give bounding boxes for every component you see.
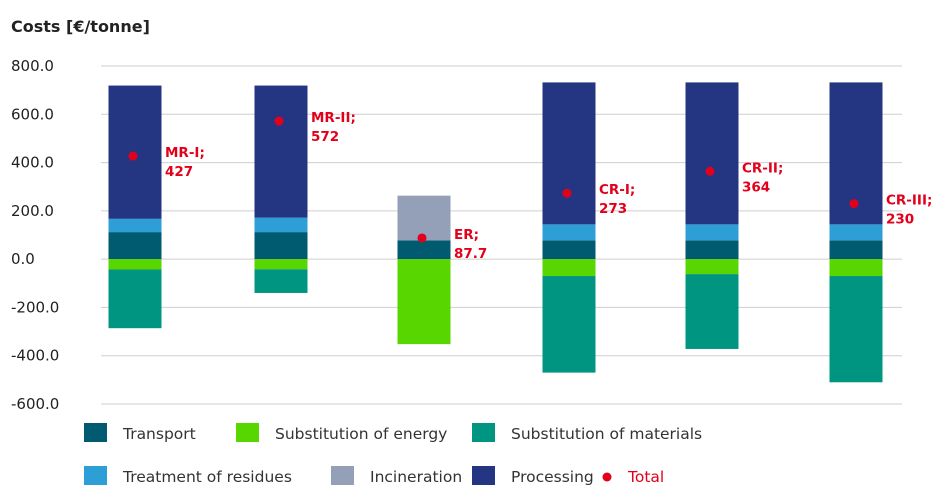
bar-mr-i-transport [108, 232, 162, 260]
bar-cr-ii-substitution-of-energy [685, 259, 739, 275]
y-tick-label: -400.0 [11, 347, 59, 365]
total-label-er: ER; 87.7 [454, 227, 487, 262]
y-tick-label: 400.0 [11, 154, 54, 172]
bar-cr-i-substitution-of-energy [542, 259, 596, 277]
legend: Transport Substitution of energy Substitut… [84, 423, 702, 486]
legend-swatch-processing [472, 466, 495, 485]
total-label-cr-ii: CR-II; 364 [742, 160, 783, 195]
bar-cr-iii-treatment-of-residues [829, 224, 883, 241]
bar-mr-ii-treatment-of-residues [254, 217, 308, 233]
legend-label-processing: Processing [511, 468, 594, 486]
y-axis-title: Costs [€/tonne] [11, 17, 150, 36]
total-label-mr-i: MR-I; 427 [165, 145, 205, 180]
total-markers: MR-I; 427 MR-II; 572 ER; 87.7 CR-I; 273 CR-II; 36… [128, 110, 932, 262]
bar-cr-iii-transport [829, 240, 883, 260]
total-label-cr-iii: CR-III; 230 [886, 193, 932, 228]
legend-label-substitution-of-energy: Substitution of energy [275, 425, 447, 443]
bar-cr-ii-transport [685, 240, 739, 260]
bar-cr-i-processing [542, 82, 596, 225]
bar-mr-ii-processing [254, 85, 308, 218]
legend-swatch-total [602, 472, 612, 482]
total-label-cr-i: CR-I; 273 [599, 182, 635, 217]
y-tick-label: 600.0 [11, 105, 54, 123]
legend-swatch-treatment-of-residues [84, 466, 107, 485]
total-marker-cr-i [562, 188, 572, 198]
legend-label-substitution-of-materials: Substitution of materials [511, 425, 702, 443]
bar-cr-iii-substitution-of-energy [829, 259, 883, 277]
y-tick-label: 800.0 [11, 57, 54, 75]
y-tick-label: 0.0 [11, 250, 35, 268]
bar-mr-ii-transport [254, 232, 308, 260]
total-label-mr-ii: MR-II; 572 [311, 110, 356, 145]
bar-mr-i-substitution-of-energy [108, 259, 162, 270]
y-tick-label: 200.0 [11, 202, 54, 220]
bar-cr-ii-substitution-of-materials [685, 274, 739, 349]
bar-er-incineration [397, 195, 451, 241]
bar-mr-i-substitution-of-materials [108, 269, 162, 329]
y-tick-label: -200.0 [11, 298, 59, 316]
legend-label-transport: Transport [122, 425, 196, 443]
bar-cr-iii-substitution-of-materials [829, 276, 883, 383]
bar-cr-i-transport [542, 240, 596, 260]
y-tick-label: -600.0 [11, 395, 59, 413]
total-marker-mr-ii [274, 116, 284, 126]
total-marker-cr-iii [849, 199, 859, 209]
legend-swatch-substitution-of-materials [472, 423, 495, 442]
legend-label-incineration: Incineration [370, 468, 462, 486]
bar-mr-ii-substitution-of-energy [254, 259, 308, 270]
bar-cr-ii-treatment-of-residues [685, 224, 739, 241]
total-marker-cr-ii [705, 166, 715, 176]
total-marker-mr-i [128, 151, 138, 161]
bar-er-substitution-of-energy [397, 259, 451, 345]
bar-mr-i-treatment-of-residues [108, 218, 162, 233]
y-tick-labels: 800.0 600.0 400.0 200.0 0.0 -200.0 -400.0 -600.… [11, 57, 59, 413]
bar-er-transport [397, 240, 451, 260]
bar-mr-ii-substitution-of-materials [254, 269, 308, 293]
legend-swatch-incineration [331, 466, 354, 485]
legend-label-total: Total [627, 468, 664, 486]
legend-swatch-transport [84, 423, 107, 442]
bars [108, 82, 883, 383]
total-marker-er [417, 233, 427, 243]
legend-label-treatment-of-residues: Treatment of residues [122, 468, 292, 486]
legend-swatch-substitution-of-energy [236, 423, 259, 442]
bar-cr-i-substitution-of-materials [542, 276, 596, 373]
bar-cr-ii-processing [685, 82, 739, 225]
gridlines [101, 65, 902, 405]
bar-cr-i-treatment-of-residues [542, 224, 596, 241]
